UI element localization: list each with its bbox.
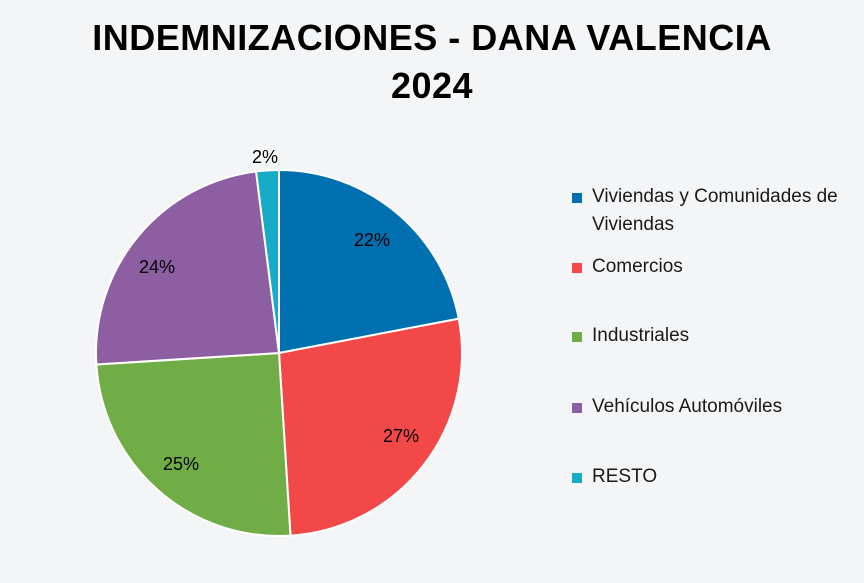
- chart-title: INDEMNIZACIONES - DANA VALENCIA 2024: [0, 14, 864, 110]
- chart-title-line-1: INDEMNIZACIONES - DANA VALENCIA: [92, 17, 772, 58]
- legend-label-resto: RESTO: [592, 466, 658, 487]
- data-label-viviendas: 22%: [354, 230, 390, 250]
- legend-label-comercios: Comercios: [592, 256, 683, 277]
- data-label-resto: 2%: [252, 147, 278, 167]
- legend-swatch-viviendas: [572, 193, 582, 203]
- pie-slice-resto: [254, 168, 280, 354]
- legend-swatch-comercios: [572, 263, 582, 273]
- legend-label-vehiculos: Vehículos Automóviles: [592, 396, 783, 417]
- legend-label-viviendas: Viviendas y Comunidades de Viviendas: [592, 186, 838, 235]
- legend-item-comercios: Comercios: [572, 253, 862, 281]
- legend-swatch-resto: [572, 473, 582, 483]
- legend-item-vehiculos: Vehículos Automóviles: [572, 393, 862, 421]
- pie-slice-comercios: [277, 317, 463, 537]
- pie-slice-vehiculos: [94, 170, 281, 366]
- legend-swatch-vehiculos: [572, 403, 582, 413]
- legend-label-industriales: Industriales: [592, 325, 690, 346]
- data-label-comercios: 27%: [383, 426, 419, 446]
- pie-slice-viviendas: [278, 168, 460, 355]
- data-label-vehiculos: 24%: [139, 257, 175, 277]
- legend-item-resto: RESTO: [572, 463, 862, 491]
- pie-slice-industriales: [95, 351, 292, 538]
- legend-item-viviendas: Viviendas y Comunidades de Viviendas: [572, 183, 862, 239]
- chart-title-line-2: 2024: [390, 65, 474, 106]
- legend-item-industriales: Industriales: [572, 322, 862, 350]
- data-label-industriales: 25%: [163, 454, 199, 474]
- legend-swatch-industriales: [572, 332, 582, 342]
